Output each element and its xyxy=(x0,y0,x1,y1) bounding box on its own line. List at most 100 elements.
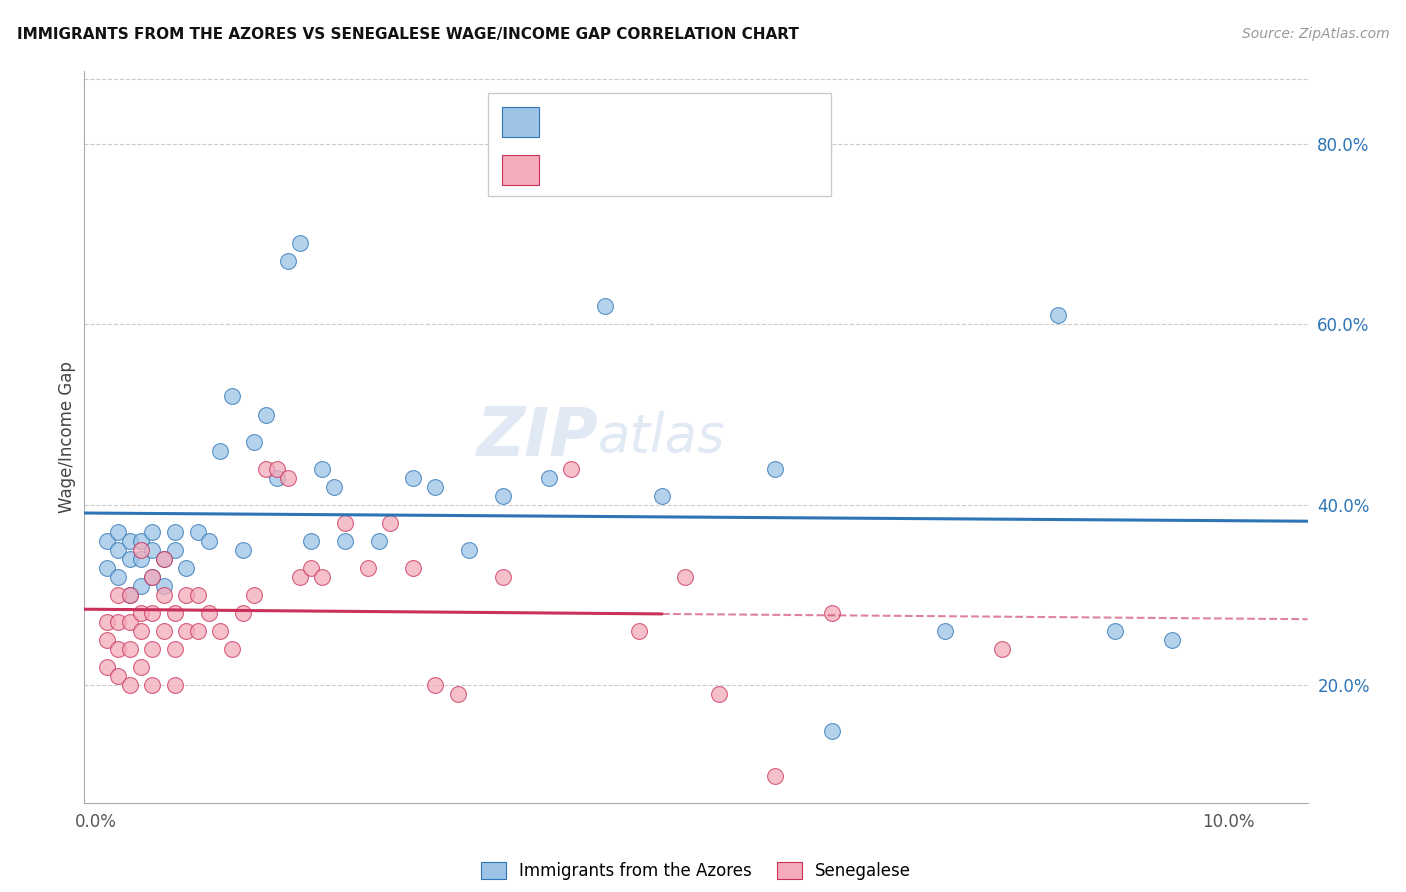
Point xyxy=(560,461,582,475)
Point xyxy=(402,561,425,575)
Point xyxy=(174,588,197,602)
Point xyxy=(221,389,243,403)
Point xyxy=(152,624,174,639)
Point xyxy=(673,570,696,584)
Point xyxy=(447,688,470,702)
Point xyxy=(118,552,141,566)
Point xyxy=(595,299,617,313)
Point xyxy=(651,489,673,503)
Point xyxy=(492,570,515,584)
Point xyxy=(333,533,356,548)
Point xyxy=(288,570,311,584)
Point xyxy=(129,533,152,548)
Point xyxy=(299,533,322,548)
Point xyxy=(118,533,141,548)
Point xyxy=(266,471,288,485)
Point xyxy=(163,543,186,558)
Point xyxy=(163,642,186,657)
Point xyxy=(254,408,277,422)
Point xyxy=(129,606,152,620)
Point xyxy=(118,615,141,630)
Point xyxy=(163,606,186,620)
Text: IMMIGRANTS FROM THE AZORES VS SENEGALESE WAGE/INCOME GAP CORRELATION CHART: IMMIGRANTS FROM THE AZORES VS SENEGALESE… xyxy=(17,27,799,42)
Point xyxy=(141,570,163,584)
Point xyxy=(763,461,786,475)
Point xyxy=(763,769,786,783)
Point xyxy=(243,588,266,602)
Point xyxy=(174,624,197,639)
Point xyxy=(152,552,174,566)
Point xyxy=(934,624,956,639)
Point xyxy=(107,543,129,558)
Point xyxy=(187,524,209,539)
Point xyxy=(209,443,232,458)
Point xyxy=(288,235,311,250)
Point xyxy=(129,624,152,639)
Point xyxy=(141,524,163,539)
Point xyxy=(991,642,1014,657)
Point xyxy=(118,588,141,602)
Point xyxy=(209,624,232,639)
Point xyxy=(141,678,163,692)
Point xyxy=(107,570,129,584)
Point xyxy=(458,543,481,558)
Point xyxy=(96,660,118,674)
Point xyxy=(333,516,356,530)
Point xyxy=(152,552,174,566)
Point xyxy=(118,642,141,657)
Point xyxy=(96,533,118,548)
Point xyxy=(107,615,129,630)
Point xyxy=(380,516,402,530)
Point xyxy=(356,561,378,575)
Point xyxy=(163,524,186,539)
Point xyxy=(129,579,152,593)
Point xyxy=(254,461,277,475)
Point xyxy=(141,570,163,584)
Point xyxy=(821,723,844,738)
Point xyxy=(537,471,560,485)
Point xyxy=(107,642,129,657)
Point xyxy=(232,606,254,620)
Point xyxy=(402,471,425,485)
Point xyxy=(628,624,651,639)
Point xyxy=(187,624,209,639)
Point xyxy=(299,561,322,575)
Point xyxy=(187,588,209,602)
Point xyxy=(152,588,174,602)
Point xyxy=(141,642,163,657)
Point xyxy=(367,533,389,548)
Point xyxy=(129,543,152,558)
Point xyxy=(163,678,186,692)
Point xyxy=(311,461,333,475)
Point xyxy=(221,642,243,657)
Point xyxy=(1160,633,1182,648)
Point xyxy=(96,561,118,575)
Point xyxy=(129,552,152,566)
Point xyxy=(1047,308,1070,322)
Point xyxy=(141,543,163,558)
Point xyxy=(152,579,174,593)
Point xyxy=(198,606,221,620)
Point xyxy=(425,678,447,692)
Point xyxy=(129,660,152,674)
Point xyxy=(277,254,299,268)
Point xyxy=(141,606,163,620)
Legend: Immigrants from the Azores, Senegalese: Immigrants from the Azores, Senegalese xyxy=(474,855,918,887)
Y-axis label: Wage/Income Gap: Wage/Income Gap xyxy=(58,361,76,513)
Text: ZIP: ZIP xyxy=(477,404,598,470)
Point xyxy=(425,480,447,494)
Point xyxy=(107,524,129,539)
Point xyxy=(322,480,344,494)
Point xyxy=(107,588,129,602)
Point xyxy=(821,606,844,620)
Point xyxy=(232,543,254,558)
Point xyxy=(266,461,288,475)
Text: atlas: atlas xyxy=(598,411,725,463)
Point xyxy=(118,678,141,692)
Point xyxy=(492,489,515,503)
Text: Source: ZipAtlas.com: Source: ZipAtlas.com xyxy=(1241,27,1389,41)
Point xyxy=(174,561,197,575)
Point xyxy=(96,633,118,648)
Point xyxy=(311,570,333,584)
Point xyxy=(1104,624,1126,639)
